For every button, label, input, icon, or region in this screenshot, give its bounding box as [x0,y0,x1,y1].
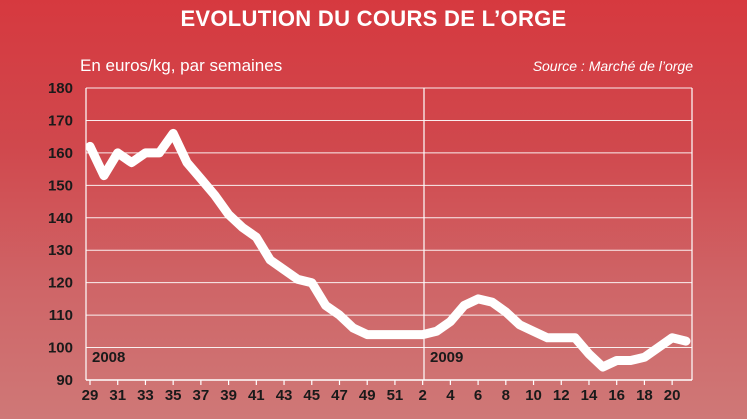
period-label-2008: 2008 [92,349,125,366]
x-tick-label: 20 [664,387,681,404]
chart-subtitle: En euros/kg, par semaines [80,56,283,75]
y-tick-label: 150 [48,177,73,194]
x-tick-label: 47 [331,387,348,404]
y-tick-label: 140 [48,210,73,227]
chart-title: EVOLUTION DU COURS DE L’ORGE [180,6,567,31]
chart-source: Source : Marché de l’orge [532,58,693,74]
x-tick-label: 33 [137,387,154,404]
x-tick-label: 29 [82,387,99,404]
y-tick-label: 120 [48,275,73,292]
x-tick-label: 45 [303,387,320,404]
x-tick-label: 51 [387,387,404,404]
x-tick-label: 18 [636,387,653,404]
y-tick-label: 100 [48,340,73,357]
x-tick-label: 49 [359,387,376,404]
x-tick-label: 43 [276,387,293,404]
x-tick-label: 35 [165,387,182,404]
y-tick-label: 170 [48,112,73,129]
y-tick-label: 180 [48,80,73,97]
y-tick-label: 90 [56,372,73,389]
x-tick-label: 6 [474,387,482,404]
x-tick-label: 12 [553,387,570,404]
x-tick-label: 16 [608,387,625,404]
x-tick-label: 10 [525,387,542,404]
x-tick-label: 2 [418,387,426,404]
y-tick-label: 110 [49,307,73,324]
x-tick-label: 4 [446,387,455,404]
period-label-2009: 2009 [430,349,463,366]
x-tick-label: 39 [220,387,237,404]
price-series-line [85,128,691,372]
x-tick-label: 41 [248,387,265,404]
x-tick-label: 14 [581,387,598,404]
x-tick-label: 8 [502,387,510,404]
x-tick-label: 37 [193,387,210,404]
x-tick-label: 31 [109,387,126,404]
y-tick-label: 160 [48,145,73,162]
y-tick-label: 130 [48,242,73,259]
